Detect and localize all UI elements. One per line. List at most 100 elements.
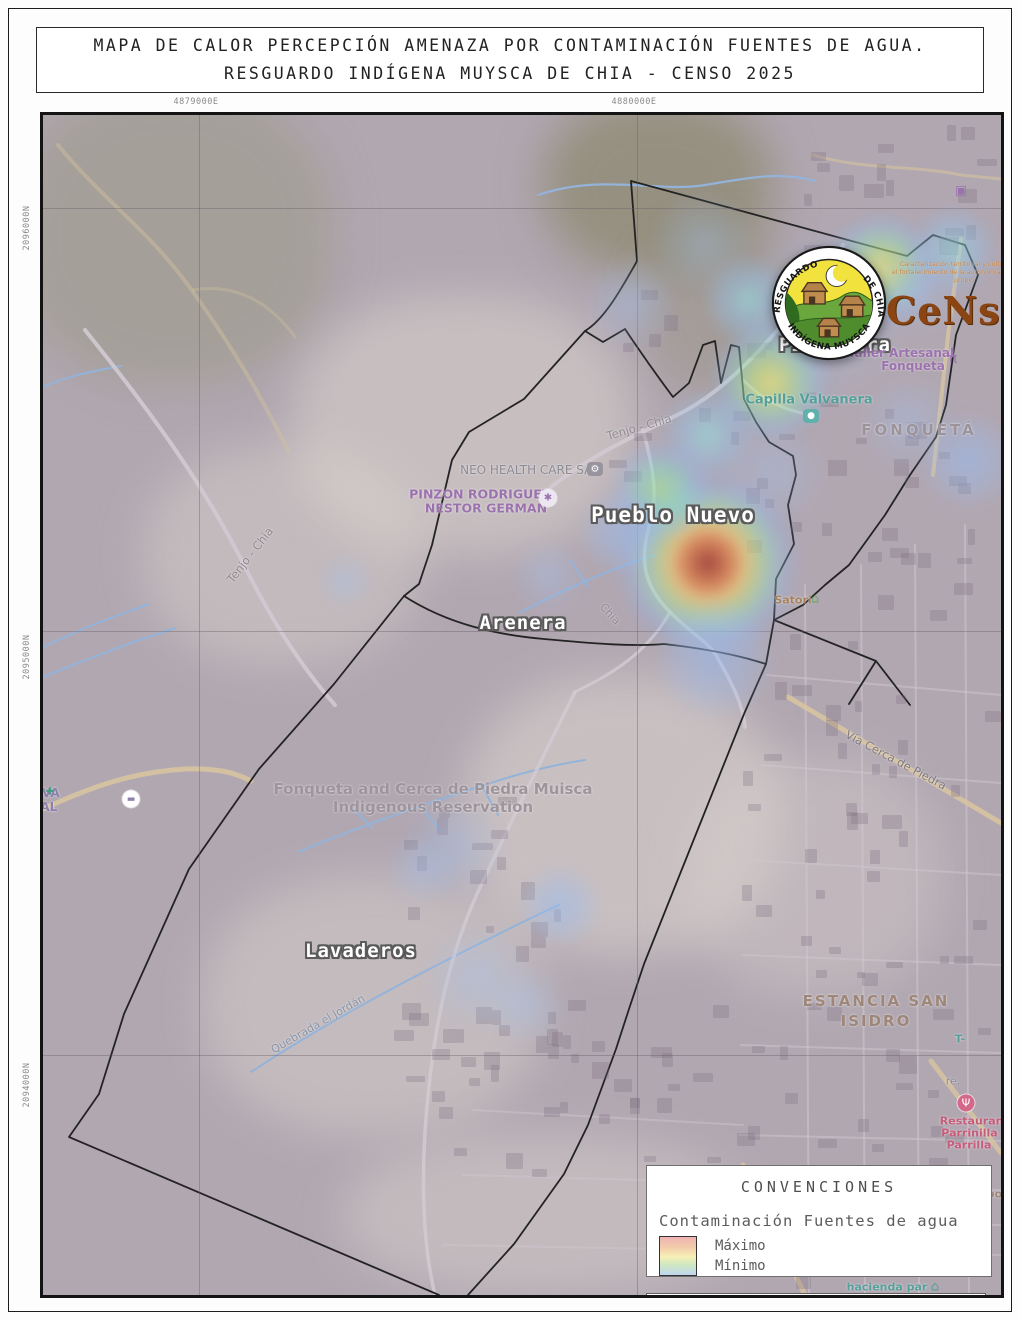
building-footprint: [656, 1097, 672, 1114]
building-footprint: [872, 1143, 885, 1152]
bed-icon: ▬: [122, 790, 140, 808]
heat-blob-fblue: [510, 538, 586, 614]
building-footprint: [443, 1028, 464, 1043]
building-footprint: [562, 1034, 571, 1049]
road-tenjo-chia: [83, 328, 337, 707]
building-footprint: [932, 1009, 954, 1021]
road: [421, 690, 577, 1295]
building-footprint: [901, 552, 917, 566]
stream: [297, 759, 586, 853]
building-footprint: [472, 842, 493, 851]
building-footprint: [867, 551, 882, 563]
building-footprint: [978, 1027, 991, 1036]
artwork-icon: π: [948, 351, 958, 367]
censo-tagline-line2: el fortalecimiento de la autonomía y gob…: [891, 269, 1001, 285]
building-footprint: [469, 1077, 481, 1087]
building-footprint: [663, 315, 678, 332]
heat-blob-blue: [653, 596, 777, 720]
place-label: RESERVA: [41, 786, 60, 800]
building-footprint: [409, 1013, 430, 1026]
pharmacy-icon: ✚: [45, 786, 55, 798]
building-footprint: [764, 754, 782, 762]
building-footprint: [893, 459, 909, 477]
building-footprint: [818, 1139, 837, 1148]
building-footprint: [973, 919, 988, 930]
building-footprint: [928, 1090, 939, 1098]
building-footprint: [881, 814, 903, 829]
building-footprint: [850, 812, 868, 825]
building-footprint: [826, 704, 841, 721]
building-footprint: [779, 1045, 789, 1060]
building-footprint: [570, 1054, 579, 1064]
building-footprint: [870, 849, 880, 865]
shop-icon: ▣: [954, 183, 968, 199]
road-label: Chia: [596, 600, 624, 628]
building-footprint: [967, 528, 976, 546]
place-label: Taller Artesanal: [847, 346, 955, 360]
building-footprint: [559, 1101, 569, 1113]
building-footprint: [825, 719, 839, 737]
heat-blob-cyan: [907, 204, 999, 296]
building-footprint: [896, 1082, 914, 1091]
minor-road: [191, 286, 297, 339]
building-footprint: [623, 343, 634, 353]
building-footprint: [895, 695, 906, 705]
place-label: PINZON RODRIGUEZ: [409, 486, 551, 502]
building-footprint: [693, 1072, 713, 1083]
building-footprint: [881, 528, 899, 542]
building-footprint: [931, 1126, 943, 1138]
building-footprint: [416, 856, 428, 872]
gridline-horizontal: [43, 1055, 1001, 1056]
road-label: Quebrada el Jordán: [268, 991, 368, 1057]
building-footprint: [756, 478, 768, 489]
street-grid: [804, 524, 970, 1295]
building-footprint: [854, 700, 863, 712]
building-footprint: [613, 1079, 633, 1093]
legend-gradient-swatch: [659, 1236, 697, 1276]
building-footprint: [954, 583, 973, 595]
building-footprint: [661, 1053, 674, 1068]
place-label: re,: [945, 1074, 961, 1088]
street-grid: [736, 674, 1001, 1226]
heat-blob-fblue: [873, 248, 963, 338]
building-footprint: [898, 739, 909, 755]
building-footprint: [885, 179, 895, 197]
building-footprint: [816, 162, 831, 172]
building-footprint: [461, 1057, 477, 1068]
building-footprint: [706, 1156, 721, 1163]
building-footprint: [497, 796, 518, 805]
building-footprint: [394, 1029, 415, 1041]
coordinate-northing: 2096000N: [22, 205, 32, 251]
seal-artwork: [785, 264, 873, 347]
building-footprint: [505, 1153, 523, 1169]
chapel-camera-icon: ●: [803, 409, 819, 423]
building-footprint: [918, 553, 932, 568]
place-label: Restaurante: [939, 1114, 1004, 1128]
building-footprint: [828, 947, 841, 954]
heat-blob-fblue: [484, 964, 568, 1048]
building-footprint: [930, 609, 947, 622]
building-footprint: [807, 1002, 822, 1010]
place-label: NEO HEALTH CARE SAS: [460, 463, 600, 477]
place-label: FORESTAL: [40, 800, 58, 814]
vet-icon: ✱: [539, 489, 557, 507]
censo-wordmark: CeNso: [886, 287, 1001, 333]
building-footprint: [491, 1009, 501, 1025]
legend-title: CONVENCIONES: [740, 1178, 898, 1196]
censo-tagline-line1: Caracterización territorial y cultural p…: [899, 261, 1004, 268]
building-footprint: [957, 557, 972, 565]
building-footprint: [811, 151, 826, 162]
place-label: Indigenous Reservation: [332, 798, 534, 816]
building-footprint: [976, 159, 998, 166]
field-patch: [203, 875, 543, 1135]
building-footprint: [743, 770, 754, 787]
heat-blob-fblue: [718, 418, 828, 528]
building-footprint: [947, 124, 956, 142]
building-footprint: [790, 634, 801, 651]
building-footprint: [437, 817, 448, 836]
building-footprint: [877, 144, 895, 153]
building-footprint: [821, 522, 832, 537]
building-footprint: [899, 831, 909, 848]
building-footprint: [848, 641, 859, 650]
building-footprint: [791, 522, 802, 533]
